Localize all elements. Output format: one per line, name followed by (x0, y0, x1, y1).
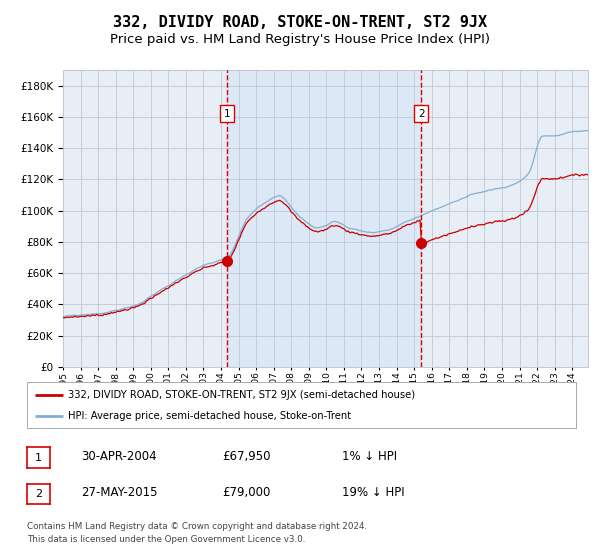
Text: 332, DIVIDY ROAD, STOKE-ON-TRENT, ST2 9JX (semi-detached house): 332, DIVIDY ROAD, STOKE-ON-TRENT, ST2 9J… (68, 390, 415, 400)
Text: Contains HM Land Registry data © Crown copyright and database right 2024.
This d: Contains HM Land Registry data © Crown c… (27, 522, 367, 544)
Text: 2: 2 (418, 109, 425, 119)
Text: 1: 1 (224, 109, 230, 119)
Text: 19% ↓ HPI: 19% ↓ HPI (342, 486, 404, 500)
Bar (227, 70, 421, 367)
Text: £67,950: £67,950 (222, 450, 271, 463)
Text: 2: 2 (35, 489, 42, 499)
Text: 27-MAY-2015: 27-MAY-2015 (81, 486, 157, 500)
Text: 1% ↓ HPI: 1% ↓ HPI (342, 450, 397, 463)
Text: 30-APR-2004: 30-APR-2004 (81, 450, 157, 463)
Text: 332, DIVIDY ROAD, STOKE-ON-TRENT, ST2 9JX: 332, DIVIDY ROAD, STOKE-ON-TRENT, ST2 9J… (113, 15, 487, 30)
Text: HPI: Average price, semi-detached house, Stoke-on-Trent: HPI: Average price, semi-detached house,… (68, 411, 352, 421)
Text: 1: 1 (35, 452, 42, 463)
Text: £79,000: £79,000 (222, 486, 271, 500)
Text: Price paid vs. HM Land Registry's House Price Index (HPI): Price paid vs. HM Land Registry's House … (110, 32, 490, 46)
